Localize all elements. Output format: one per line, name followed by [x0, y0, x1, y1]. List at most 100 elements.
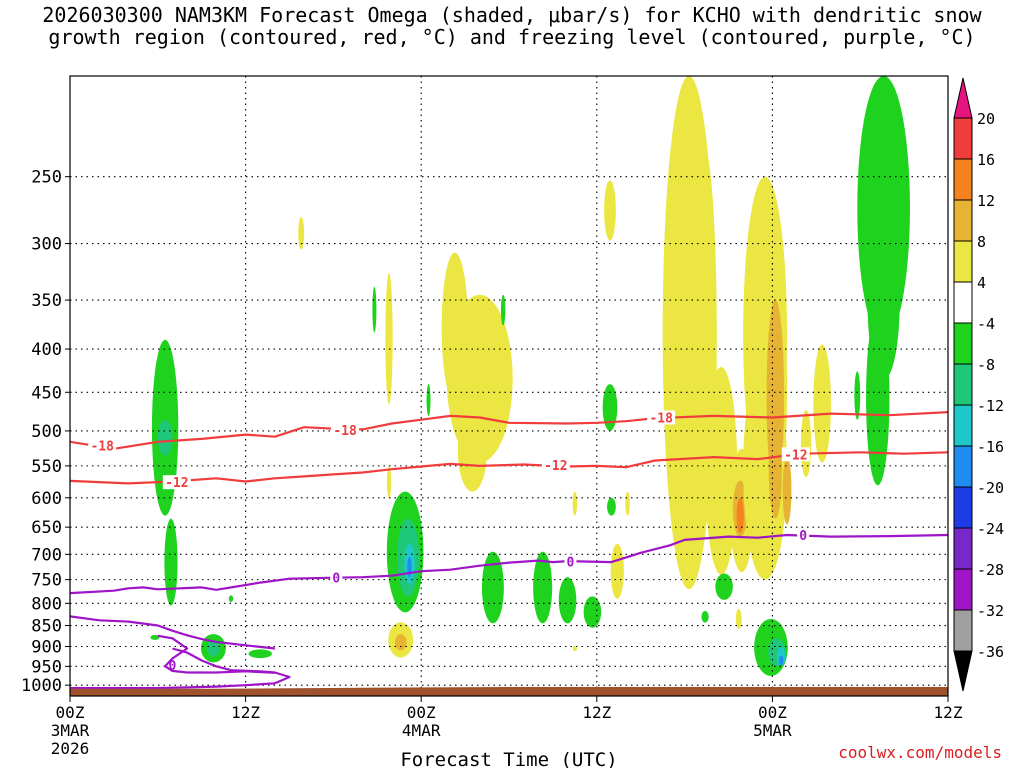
omega-blob — [854, 371, 861, 420]
y-tick-label: 650 — [31, 518, 62, 538]
dendritic-contour-label-bg — [541, 458, 570, 473]
colorbar-label: 8 — [977, 233, 986, 251]
dendritic-contour — [70, 411, 948, 450]
dendritic-contour-label: -18 — [90, 439, 114, 454]
colorbar-bin — [953, 609, 973, 652]
omega-blob — [778, 655, 784, 666]
x-tick-year-label: 2026 — [51, 739, 90, 758]
omega-blob — [481, 551, 504, 624]
colorbar-label: -28 — [977, 561, 1004, 579]
colorbar-under-arrow — [953, 650, 973, 692]
y-tick-label: 550 — [31, 457, 62, 477]
colorbar-label: 20 — [977, 110, 995, 128]
dendritic-contour-label-bg — [781, 447, 810, 462]
y-tick-label: 300 — [31, 235, 62, 255]
ground-terrain — [70, 687, 948, 696]
omega-blob — [736, 497, 744, 533]
x-tick-label: 12Z — [934, 703, 963, 722]
credit-text: coolwx.com/models — [838, 743, 1002, 762]
omega-blob — [602, 384, 618, 431]
omega-blob — [625, 491, 630, 516]
colorbar-bin — [953, 322, 973, 365]
y-tick-label: 1000 — [21, 676, 62, 696]
freezing-level-contour — [70, 647, 291, 690]
omega-blob — [558, 577, 577, 624]
plot-frame — [69, 75, 949, 697]
freezing-level-contour-label: 0 — [799, 529, 807, 544]
omega-blob — [866, 310, 890, 486]
omega-blob — [813, 344, 831, 463]
dendritic-contour-label-bg — [162, 475, 191, 490]
omega-blob — [715, 573, 733, 600]
dendritic-contour-label-bg — [88, 438, 117, 453]
colorbar-label: 12 — [977, 192, 995, 210]
colorbar-bin — [953, 158, 973, 201]
omega-blob — [604, 180, 616, 241]
colorbar-label: -16 — [977, 438, 1004, 456]
colorbar-bin — [953, 281, 973, 324]
omega-blob — [206, 640, 220, 657]
colorbar-label: -8 — [977, 356, 995, 374]
colorbar-label: -36 — [977, 643, 1004, 661]
y-tick-label: 250 — [31, 168, 62, 188]
colorbar-label: -24 — [977, 520, 1004, 538]
colorbar-bin — [953, 404, 973, 447]
omega-blob — [150, 634, 160, 640]
y-tick-label: 800 — [31, 594, 62, 614]
colorbar-bin — [953, 363, 973, 406]
freezing-level-contour-label-bg — [564, 554, 577, 569]
colorbar-bin — [953, 240, 973, 283]
colorbar-bin — [953, 568, 973, 611]
freezing-level-contour — [157, 634, 275, 674]
dendritic-contour-label: -12 — [544, 459, 567, 474]
dendritic-contour-label-bg — [647, 410, 676, 425]
colorbar-label: -12 — [977, 397, 1004, 415]
y-tick-label: 900 — [31, 638, 62, 658]
colorbar-label: 16 — [977, 151, 995, 169]
x-tick-label: 00Z — [758, 703, 787, 722]
dendritic-contour-label: -18 — [333, 424, 357, 439]
y-tick-label: 400 — [31, 340, 62, 360]
omega-blob — [572, 491, 578, 516]
colorbar-bin — [953, 486, 973, 529]
dendritic-contour-label: -18 — [649, 411, 673, 426]
x-tick-label: 12Z — [582, 703, 611, 722]
chart-title-line-2: growth region (contoured, red, °C) and f… — [48, 25, 976, 49]
omega-blob — [298, 216, 305, 250]
colorbar-label: 4 — [977, 274, 986, 292]
freezing-level-contour — [70, 615, 276, 650]
dendritic-contour-label-bg — [331, 423, 360, 438]
y-tick-label: 500 — [31, 422, 62, 442]
colorbar-bin — [953, 527, 973, 570]
omega-blob — [457, 408, 488, 492]
colorbar-label: -20 — [977, 479, 1004, 497]
dendritic-contour-label: -12 — [165, 476, 188, 491]
contour-layer: -18 -18 -18 -12 -12 -12 0 0 0 0 — [70, 410, 948, 690]
freezing-level-contour-label: 0 — [567, 556, 575, 571]
omega-blob — [800, 410, 812, 478]
omega-blob — [372, 286, 377, 333]
x-tick-label: 12Z — [231, 703, 260, 722]
omega-blob — [768, 419, 782, 519]
chart-title-line-1: 2026030300 NAM3KM Forecast Omega (shaded… — [42, 3, 982, 27]
dendritic-contour — [70, 451, 948, 485]
freezing-level-contour-label: 0 — [332, 572, 340, 587]
colorbar: 20 16 12 8 4 -4 -8 -12 -16 -20 -24 -28 -32 -36 — [953, 77, 1004, 692]
omega-blob — [426, 384, 431, 416]
colorbar-bin — [953, 117, 973, 160]
x-tick-date-label: 3MAR — [51, 721, 90, 740]
ground-layer — [70, 687, 948, 696]
freezing-level-contour-label-bg — [330, 570, 343, 585]
omega-blob — [533, 551, 553, 624]
omega-blob — [705, 366, 738, 575]
omega-blob — [385, 272, 393, 405]
omega-blob — [610, 543, 624, 599]
x-tick-date-label: 4MAR — [402, 721, 441, 740]
y-tick-label: 600 — [31, 489, 62, 509]
omega-blob — [157, 419, 173, 456]
grid-layer — [70, 76, 948, 696]
y-tick-label: 350 — [31, 291, 62, 311]
y-tick-label: 450 — [31, 383, 62, 403]
colorbar-over-arrow — [953, 77, 973, 119]
